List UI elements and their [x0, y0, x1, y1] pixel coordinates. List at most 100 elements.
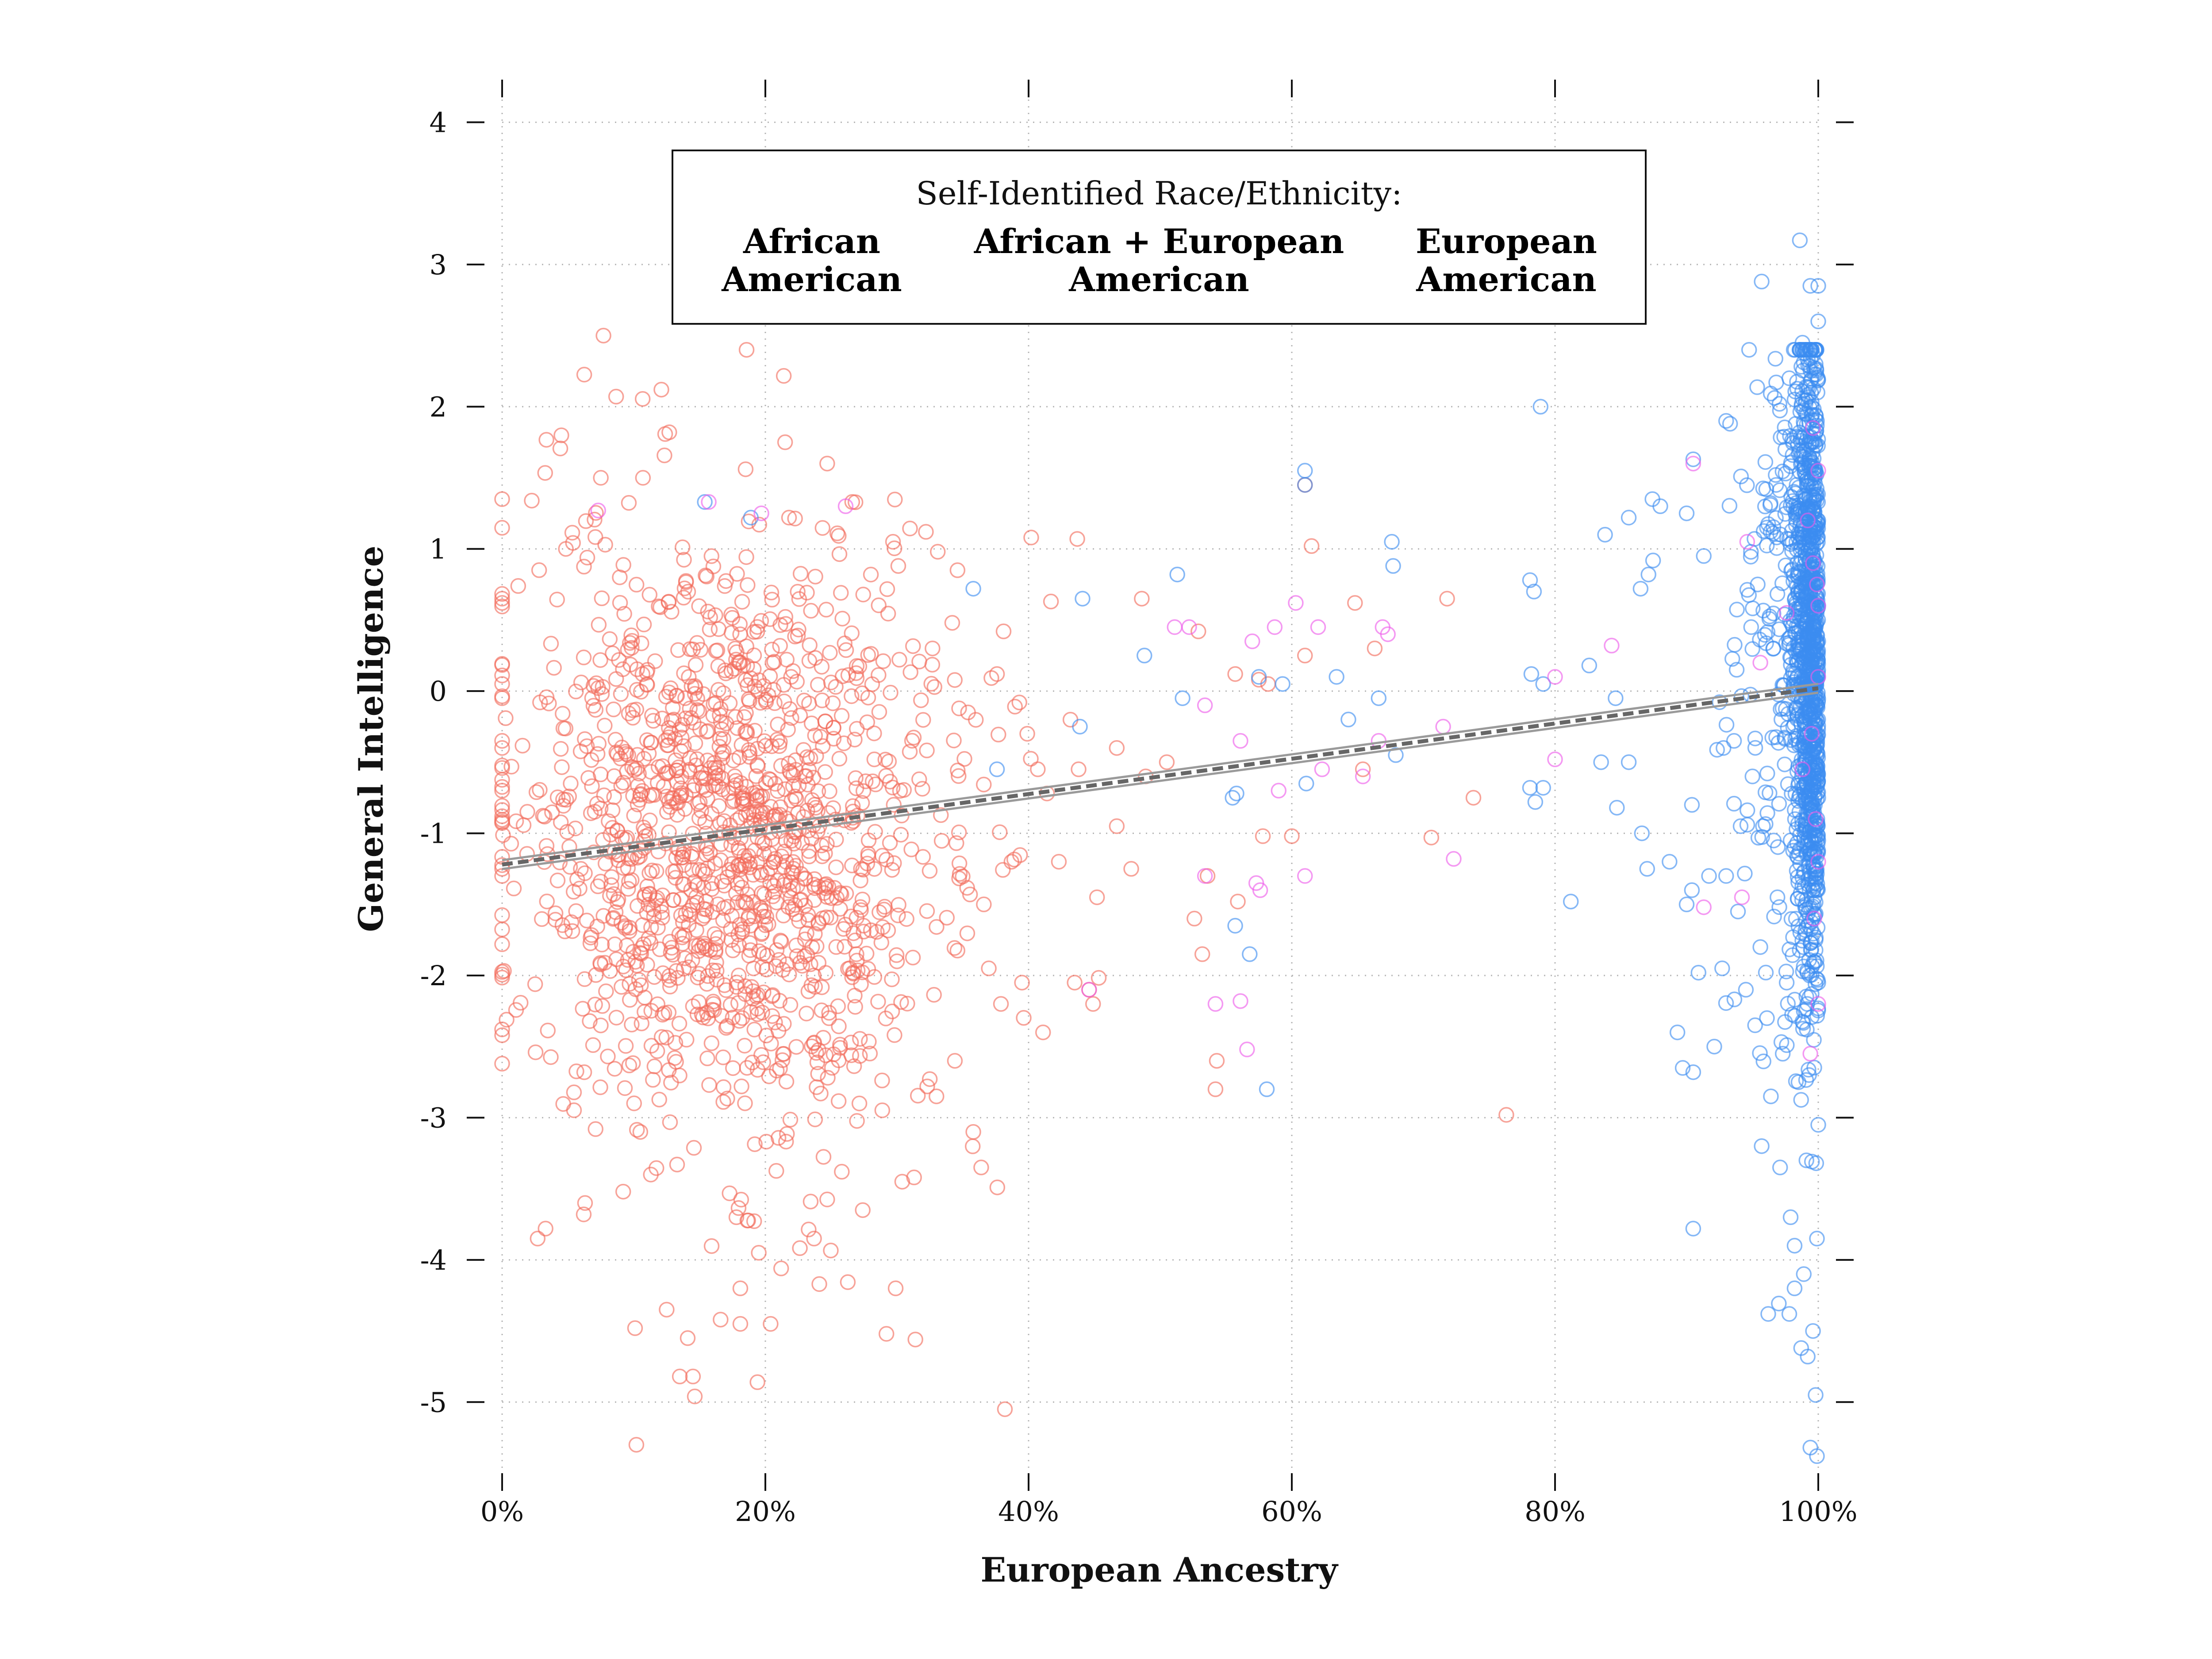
data-point-series-0-c371	[792, 566, 809, 582]
data-point-series-0-c1058	[612, 569, 628, 585]
data-point-series-0-c1159	[682, 641, 698, 657]
data-point-series-0-c1279	[853, 872, 868, 888]
data-point-series-0-c264	[881, 753, 897, 769]
data-point-series-2-c1015	[1766, 833, 1782, 849]
data-point-series-0-c1111	[647, 653, 663, 669]
data-point-series-0-13	[494, 1056, 510, 1072]
data-point-series-0-113	[885, 534, 901, 550]
data-point-series-2-44	[1225, 790, 1240, 806]
data-point-series-0-c156	[608, 671, 624, 687]
data-point-series-2-c1185	[1796, 830, 1812, 846]
data-point-series-1-40	[1808, 811, 1824, 827]
data-point-series-0-c1312	[715, 1049, 731, 1065]
data-point-series-0-c1248	[730, 926, 746, 942]
data-point-series-0-c526	[832, 901, 848, 917]
data-point-series-2-c991	[1781, 531, 1797, 547]
data-point-series-0-c626	[555, 706, 571, 722]
data-point-series-0-c772	[813, 1086, 829, 1102]
data-point-series-2-c1206	[1800, 379, 1816, 395]
data-points	[494, 232, 1826, 1464]
data-point-series-0-68	[1194, 946, 1210, 962]
data-point-series-0-c1266	[609, 822, 626, 839]
data-point-series-0-c910	[499, 1012, 515, 1028]
data-point-series-0-c1105	[699, 846, 714, 863]
data-point-series-0-c271	[707, 607, 723, 623]
data-point-series-0-79	[1284, 828, 1300, 844]
data-point-series-0-c1250	[718, 982, 734, 998]
data-point-series-0-c1151	[856, 918, 872, 934]
data-point-series-0-c1340	[661, 684, 677, 700]
data-point-series-0-c624	[815, 1149, 832, 1165]
data-point-series-0-c969	[622, 992, 638, 1008]
data-point-series-2-c1220	[1807, 610, 1823, 626]
data-point-series-0-c341	[610, 891, 626, 907]
data-point-series-2-75	[1786, 1237, 1803, 1254]
data-point-series-0-c1220	[802, 637, 818, 653]
data-point-series-1-30	[1685, 456, 1701, 472]
data-point-series-0-c545	[625, 1055, 641, 1071]
data-point-series-0-c464	[780, 722, 796, 737]
data-point-series-0-c1022	[933, 807, 949, 823]
data-point-series-0-c862	[584, 778, 600, 794]
data-point-series-0-c994	[494, 757, 510, 774]
data-point-series-0-108	[925, 640, 941, 657]
data-point-series-0-c46	[782, 997, 799, 1013]
data-point-series-2-97	[1744, 768, 1760, 784]
data-point-series-2-c1007	[1786, 342, 1802, 358]
data-point-series-1-5	[1181, 619, 1197, 635]
data-point-series-2-53	[1563, 894, 1579, 910]
data-point-series-0-c634	[919, 742, 935, 759]
data-point-series-0-c350	[576, 1064, 592, 1080]
data-point-series-0-c926	[494, 586, 510, 602]
data-point-series-0-c1263	[704, 875, 720, 891]
data-point-series-0-12	[494, 1027, 510, 1043]
data-point-series-0-c1230	[743, 918, 759, 933]
data-point-series-0-c1056	[577, 865, 593, 881]
data-point-series-0-c1155	[806, 797, 823, 813]
data-point-series-0-c513	[776, 368, 792, 384]
data-point-series-0-c1217	[788, 791, 804, 807]
data-point-series-0-c577	[724, 908, 740, 924]
data-point-series-1-38	[1810, 598, 1826, 614]
data-point-series-0-c919	[622, 976, 637, 992]
series-2	[697, 232, 1826, 1464]
data-point-series-0-106	[1011, 695, 1027, 710]
data-point-series-0-c125	[783, 710, 799, 726]
data-point-series-2-c420	[1779, 1037, 1795, 1053]
data-point-series-2-c464	[1771, 899, 1787, 915]
data-point-series-2-c1227	[1794, 430, 1811, 446]
data-point-series-0-c913	[788, 762, 804, 778]
data-point-series-0-c971	[582, 935, 599, 951]
data-point-series-0-c214	[814, 979, 830, 995]
data-point-series-0-c1181	[755, 946, 771, 962]
data-point-series-0-c722	[636, 616, 652, 633]
data-point-series-0-c979	[819, 889, 835, 905]
data-point-series-0-c641	[814, 520, 831, 536]
data-point-series-0-c233	[730, 1200, 747, 1216]
data-point-series-0-c1289	[633, 977, 649, 993]
y-tick-label: -4	[420, 1244, 447, 1276]
data-point-series-0-c740	[926, 679, 942, 695]
data-point-series-0-c1191	[624, 640, 640, 656]
data-point-series-2-c1242	[1793, 584, 1809, 599]
data-point-series-0-c1236	[531, 562, 547, 578]
data-point-series-0-c492	[676, 552, 692, 568]
data-point-series-1-28	[1547, 669, 1563, 685]
data-point-series-0-c290	[554, 759, 570, 775]
data-point-series-0-c769	[527, 976, 543, 992]
data-point-series-2-93	[1752, 939, 1768, 955]
data-point-series-0-5	[494, 733, 510, 749]
data-point-series-2-c1144	[1810, 768, 1826, 784]
data-point-series-2-c981	[1645, 553, 1661, 568]
data-point-series-2-c1163	[1793, 642, 1809, 659]
data-point-series-0-c942	[830, 998, 846, 1014]
data-point-series-0-80	[1423, 830, 1440, 845]
data-point-series-0-c914	[782, 763, 798, 779]
data-point-series-0-c783	[707, 926, 723, 942]
data-point-series-0-c391	[703, 1238, 720, 1254]
x-tick-label: 0%	[480, 1495, 524, 1528]
data-point-series-0-c657	[727, 768, 743, 784]
data-point-series-0-c751	[731, 1013, 748, 1029]
data-point-series-0-c1212	[494, 922, 510, 937]
data-point-series-0-c1146	[604, 802, 621, 818]
